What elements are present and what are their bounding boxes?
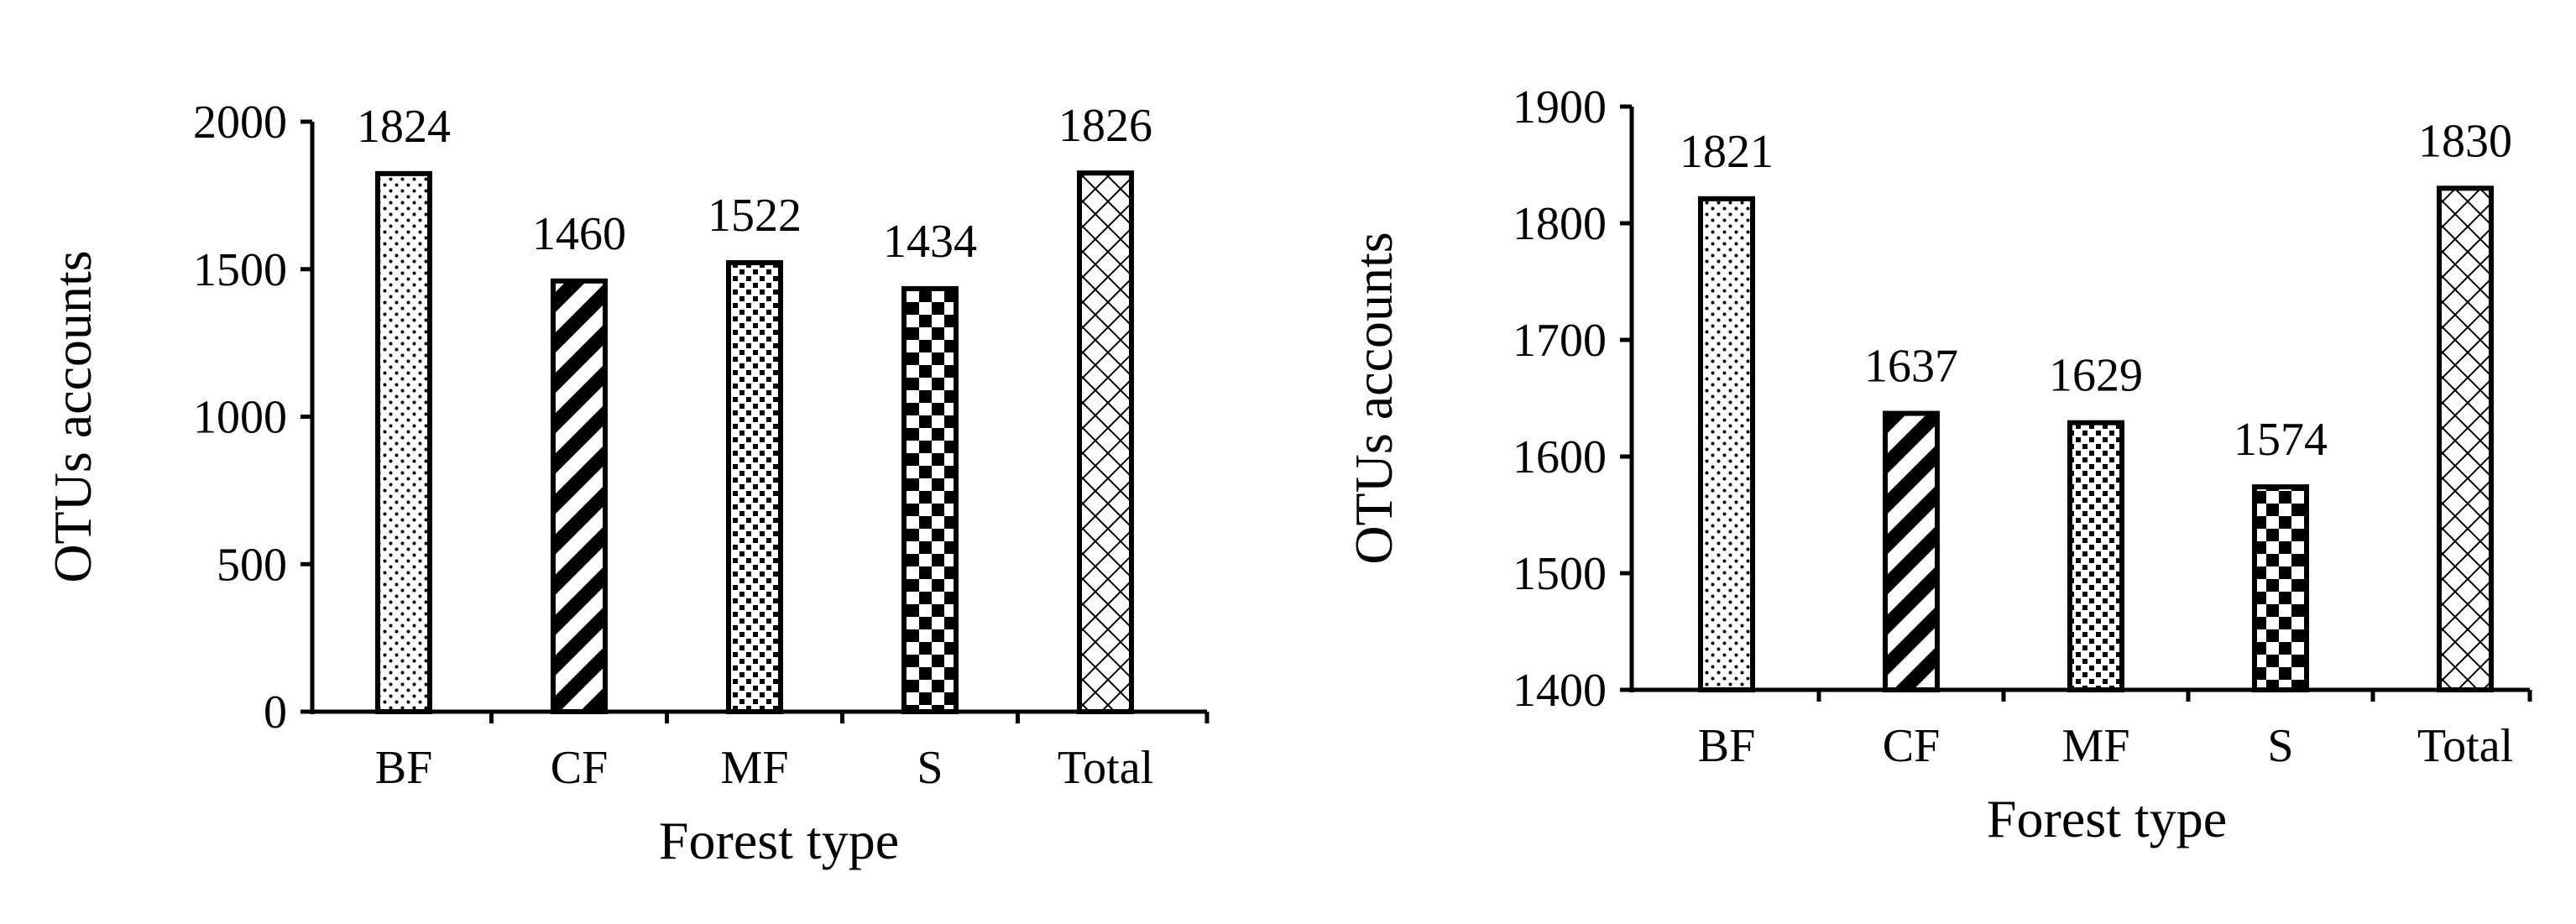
data-label: 1826: [1058, 100, 1152, 152]
x-tick-label: CF: [551, 742, 609, 794]
y-tick-label: 0: [264, 686, 287, 739]
data-label: 1821: [1680, 126, 1774, 178]
bar-s: [2252, 484, 2309, 693]
y-tick-label: 1800: [1513, 198, 1607, 250]
bar-bf: [1698, 196, 1755, 692]
y-tick-label: 1700: [1513, 315, 1607, 367]
data-label: 1629: [2049, 350, 2143, 402]
x-tick-label: MF: [2062, 720, 2130, 772]
x-tick-label: S: [917, 742, 943, 794]
y-tick-label: 1900: [1513, 81, 1607, 133]
bar-mf: [726, 260, 783, 714]
bar-cf: [551, 278, 608, 714]
x-tick-label: Total: [2417, 720, 2513, 772]
x-tick-label: CF: [1883, 720, 1941, 772]
x-tick-label: MF: [721, 742, 789, 794]
y-tick-label: 1400: [1513, 665, 1607, 717]
bar-total: [1077, 170, 1134, 714]
y-tick-label: 500: [217, 539, 287, 591]
data-label: 1434: [883, 216, 977, 268]
x-axis-title: Forest type: [659, 811, 899, 870]
y-tick-label: 1500: [1513, 548, 1607, 600]
bar-cf: [1883, 410, 1940, 692]
data-label: 1522: [708, 190, 802, 242]
y-tick-label: 1000: [193, 392, 287, 444]
y-tick-label: 1600: [1513, 431, 1607, 483]
chart-left: 0 500 1000 1500 2000 BF CF MF S Total 1824 1460 1522…: [43, 97, 1210, 870]
bar-bf: [375, 170, 432, 714]
bar-s: [901, 285, 959, 714]
y-axis-title: OTUs accounts: [43, 250, 102, 582]
y-tick-label: 1500: [193, 244, 287, 296]
x-tick-label: Total: [1058, 742, 1153, 794]
x-tick-label: BF: [1698, 720, 1756, 772]
data-label: 1830: [2418, 115, 2512, 167]
x-tick-label: BF: [375, 742, 433, 794]
data-label: 1824: [357, 101, 451, 153]
y-tick-label: 2000: [193, 97, 287, 149]
data-label: 1460: [532, 208, 626, 260]
data-label: 1637: [1864, 341, 1958, 393]
data-label: 1574: [2234, 414, 2328, 466]
chart-right: 1400 1500 1600 1700 1800 1900 BF CF MF S Total 1821…: [1344, 81, 2532, 848]
bar-mf: [2067, 420, 2124, 692]
bar-total: [2437, 185, 2494, 693]
y-axis-title: OTUs accounts: [1344, 232, 1403, 564]
x-axis-title: Forest type: [1987, 789, 2227, 848]
x-tick-label: S: [2267, 720, 2293, 772]
